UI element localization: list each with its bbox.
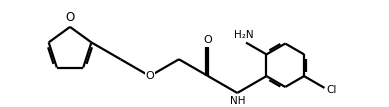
Text: H₂N: H₂N: [234, 30, 254, 40]
Text: O: O: [65, 11, 75, 24]
Text: NH: NH: [230, 96, 246, 106]
Text: Cl: Cl: [326, 85, 337, 95]
Text: O: O: [145, 71, 154, 81]
Text: O: O: [204, 35, 212, 45]
